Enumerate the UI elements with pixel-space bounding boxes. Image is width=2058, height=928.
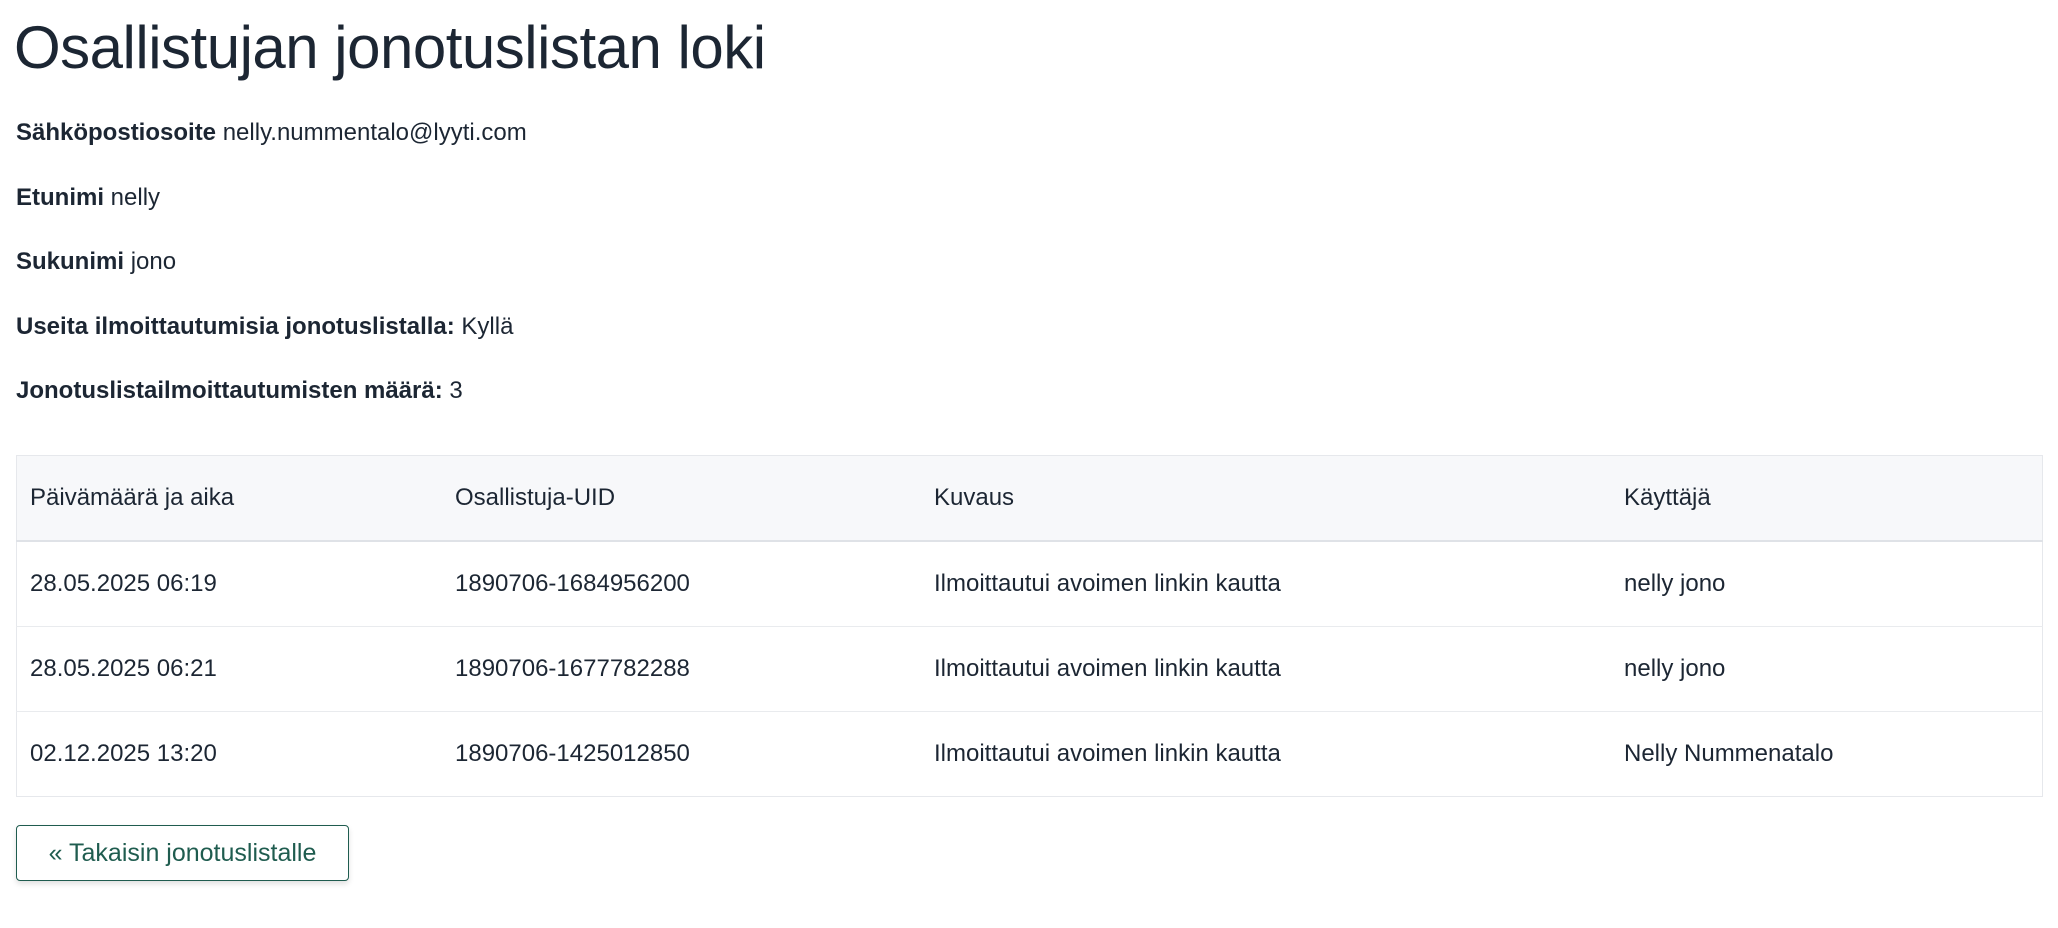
cell-datetime: 02.12.2025 13:20 bbox=[16, 711, 442, 797]
cell-user: nelly jono bbox=[1611, 540, 2043, 627]
field-first-name: Etunimi nelly bbox=[16, 183, 160, 213]
field-email: Sähköpostiosoite nelly.nummentalo@lyyti.… bbox=[16, 118, 527, 148]
cell-datetime: 28.05.2025 06:19 bbox=[16, 540, 442, 627]
column-header-uid: Osallistuja-UID bbox=[442, 455, 921, 542]
column-header-user: Käyttäjä bbox=[1611, 455, 2043, 542]
page-title: Osallistujan jonotuslistan loki bbox=[14, 14, 766, 81]
field-label: Etunimi bbox=[16, 184, 104, 211]
field-label: Sähköpostiosoite bbox=[16, 119, 217, 146]
cell-user: Nelly Nummenatalo bbox=[1611, 711, 2043, 797]
cell-uid: 1890706-1425012850 bbox=[442, 711, 921, 797]
field-last-name: Sukunimi jono bbox=[16, 247, 176, 277]
field-value: nelly.nummentalo@lyyti.com bbox=[222, 119, 527, 146]
cell-uid: 1890706-1677782288 bbox=[442, 626, 921, 712]
cell-description: Ilmoittautui avoimen linkin kautta bbox=[921, 711, 1611, 797]
field-registration-count: Jonotuslistailmoittautumisten määrä: 3 bbox=[16, 376, 463, 406]
field-value: Kyllä bbox=[461, 313, 514, 340]
cell-user: nelly jono bbox=[1611, 626, 2043, 712]
field-multiple-registrations: Useita ilmoittautumisia jonotuslistalla:… bbox=[16, 312, 513, 342]
table-row: 28.05.2025 06:19 1890706-1684956200 Ilmo… bbox=[16, 540, 2043, 627]
field-value: nelly bbox=[110, 184, 161, 211]
table-row: 28.05.2025 06:21 1890706-1677782288 Ilmo… bbox=[16, 626, 2043, 712]
field-label: Useita ilmoittautumisia jonotuslistalla: bbox=[16, 313, 455, 340]
log-table: Päivämäärä ja aika Osallistuja-UID Kuvau… bbox=[16, 455, 2043, 797]
cell-description: Ilmoittautui avoimen linkin kautta bbox=[921, 626, 1611, 712]
field-value: jono bbox=[130, 248, 177, 275]
field-label: Jonotuslistailmoittautumisten määrä: bbox=[16, 377, 443, 404]
table-header-row: Päivämäärä ja aika Osallistuja-UID Kuvau… bbox=[16, 455, 2043, 542]
cell-uid: 1890706-1684956200 bbox=[442, 540, 921, 627]
cell-description: Ilmoittautui avoimen linkin kautta bbox=[921, 540, 1611, 627]
column-header-datetime: Päivämäärä ja aika bbox=[16, 455, 442, 542]
cell-datetime: 28.05.2025 06:21 bbox=[16, 626, 442, 712]
table-row: 02.12.2025 13:20 1890706-1425012850 Ilmo… bbox=[16, 711, 2043, 797]
field-value: 3 bbox=[449, 377, 463, 404]
field-label: Sukunimi bbox=[16, 248, 125, 275]
back-to-waitlist-button[interactable]: « Takaisin jonotuslistalle bbox=[16, 825, 349, 881]
column-header-description: Kuvaus bbox=[921, 455, 1611, 542]
